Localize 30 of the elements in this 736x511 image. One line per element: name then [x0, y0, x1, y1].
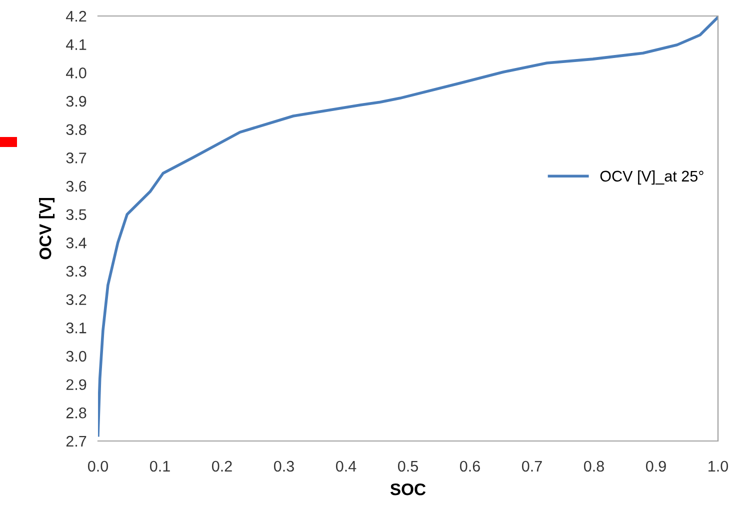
y-tick-label: 3.9	[66, 96, 86, 107]
y-axis-title: OCV [V]	[39, 198, 55, 260]
y-tick-label: 3.8	[66, 124, 86, 136]
y-tick-label: 3.3	[66, 266, 86, 277]
x-axis-title: SOC	[390, 483, 426, 496]
y-tick-label: 2.8	[66, 408, 86, 418]
x-tick-label: 0.3	[274, 460, 294, 472]
y-tick-label: 4.0	[66, 68, 86, 78]
y-tick-label: 4.1	[66, 39, 86, 50]
y-tick-label: 3.5	[66, 209, 86, 220]
x-tick-label: 0.2	[212, 460, 232, 472]
y-tick-label: 3.1	[66, 322, 86, 334]
x-tick-label: 0.5	[398, 460, 418, 472]
x-tick-label: 0.1	[150, 460, 170, 472]
x-tick-label: 0.8	[584, 460, 604, 472]
x-tick-label: 1.0	[708, 460, 728, 472]
x-tick-label: 0.6	[460, 460, 480, 472]
y-tick-label: 3.7	[66, 152, 86, 164]
x-tick-label: 0.7	[522, 460, 542, 472]
y-tick-label: 3.2	[66, 294, 86, 306]
x-tick-label: 0.9	[646, 460, 666, 472]
x-tick-label: 0.4	[336, 460, 356, 472]
y-tick-label: 3.4	[66, 238, 86, 248]
y-tick-label: 2.9	[66, 379, 86, 390]
y-tick-label: 2.7	[66, 436, 86, 447]
y-tick-label: 3.0	[66, 350, 86, 362]
y-tick-label: 3.6	[66, 180, 86, 192]
y-tick-label: 4.2	[66, 10, 86, 22]
x-tick-label: 0.0	[88, 460, 108, 472]
legend-label: OCV [V]_at 25°	[600, 170, 704, 185]
